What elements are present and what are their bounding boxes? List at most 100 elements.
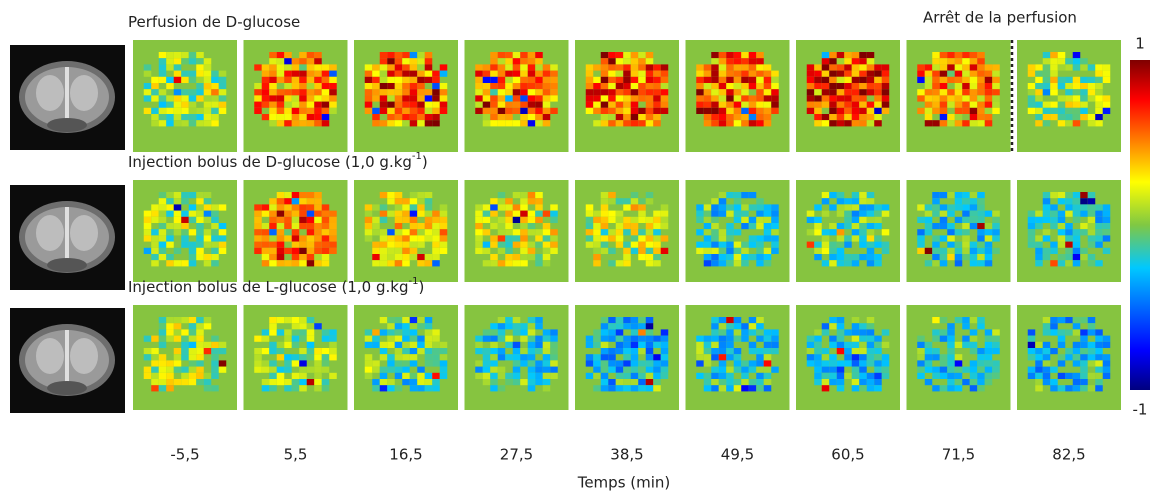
heatmap-cell bbox=[402, 76, 410, 83]
heatmap-cell bbox=[1050, 192, 1058, 199]
heatmap-cell bbox=[364, 83, 373, 90]
heatmap-panel bbox=[796, 180, 900, 282]
heatmap-cell bbox=[1065, 247, 1073, 254]
heatmap-cell bbox=[756, 323, 764, 330]
heatmap-cell bbox=[733, 64, 742, 71]
heatmap-cell bbox=[623, 247, 631, 254]
heatmap-cell bbox=[550, 89, 558, 96]
heatmap-cell bbox=[276, 372, 285, 379]
heatmap-cell bbox=[954, 52, 963, 59]
heatmap-cell bbox=[984, 223, 993, 230]
heatmap-cell bbox=[608, 247, 616, 254]
heatmap-cell bbox=[291, 385, 300, 392]
heatmap-cell bbox=[969, 216, 978, 223]
heatmap-cell bbox=[821, 247, 830, 254]
heatmap-cell bbox=[1095, 107, 1103, 114]
heatmap-cell bbox=[1042, 341, 1051, 348]
heatmap-cell bbox=[1057, 64, 1066, 71]
heatmap-cell bbox=[924, 64, 933, 71]
heatmap-cell bbox=[203, 341, 212, 348]
row-title: Injection bolus de D-glucose (1,0 g.kg-1… bbox=[128, 151, 428, 171]
heatmap-cell bbox=[211, 114, 219, 121]
heatmap-cell bbox=[261, 89, 270, 96]
heatmap-cell bbox=[314, 223, 322, 230]
heatmap-cell bbox=[1102, 235, 1111, 242]
heatmap-cell bbox=[284, 379, 292, 386]
heatmap-cell bbox=[497, 247, 506, 254]
heatmap-cell bbox=[939, 247, 948, 254]
heatmap-cell bbox=[836, 317, 845, 324]
heatmap-cell bbox=[1087, 341, 1096, 348]
heatmap-cell bbox=[756, 114, 764, 121]
heatmap-cell bbox=[1087, 95, 1096, 102]
heatmap-cell bbox=[969, 254, 978, 261]
heatmap-cell bbox=[1072, 58, 1081, 65]
heatmap-cell bbox=[276, 114, 285, 121]
heatmap-cell bbox=[417, 323, 425, 330]
heatmap-cell bbox=[284, 120, 292, 127]
heatmap-cell bbox=[600, 317, 609, 324]
heatmap-cell bbox=[711, 76, 719, 83]
heatmap-cell bbox=[992, 95, 1000, 102]
heatmap-cell bbox=[585, 341, 594, 348]
heatmap-cell bbox=[1065, 317, 1073, 324]
heatmap-cell bbox=[166, 366, 174, 373]
heatmap-cell bbox=[203, 95, 212, 102]
heatmap-cell bbox=[866, 83, 875, 90]
heatmap-cell bbox=[211, 107, 219, 114]
heatmap-panel bbox=[906, 305, 1011, 410]
heatmap-cell bbox=[924, 360, 933, 367]
heatmap-cell bbox=[623, 64, 631, 71]
heatmap-cell bbox=[512, 348, 521, 355]
heatmap-cell bbox=[1102, 76, 1111, 83]
heatmap-cell bbox=[151, 120, 159, 127]
heatmap-cell bbox=[821, 83, 830, 90]
heatmap-cell bbox=[1050, 107, 1058, 114]
heatmap-cell bbox=[196, 247, 204, 254]
heatmap-cell bbox=[379, 83, 388, 90]
heatmap-cell bbox=[977, 254, 985, 261]
heatmap-cell bbox=[954, 107, 963, 114]
heatmap-cell bbox=[490, 95, 498, 102]
heatmap-cell bbox=[969, 101, 978, 108]
heatmap-cell bbox=[181, 192, 189, 199]
heatmap-cell bbox=[196, 192, 204, 199]
heatmap-cell bbox=[439, 366, 448, 373]
heatmap-cell bbox=[409, 223, 418, 230]
heatmap-cell bbox=[269, 52, 277, 59]
row-title-sup: -1 bbox=[408, 276, 418, 287]
heatmap-cell bbox=[196, 241, 204, 248]
heatmap-cell bbox=[696, 64, 704, 71]
heatmap-cell bbox=[917, 89, 925, 96]
heatmap-cell bbox=[505, 58, 513, 65]
heatmap-cell bbox=[364, 216, 373, 223]
heatmap-cell bbox=[756, 335, 764, 342]
row-title-text: Injection bolus de D-glucose (1,0 g.kg bbox=[128, 153, 412, 171]
heatmap-cell bbox=[276, 107, 285, 114]
heatmap-cell bbox=[527, 120, 536, 127]
heatmap-cell bbox=[535, 335, 543, 342]
heatmap-cell bbox=[261, 235, 270, 242]
heatmap-cell bbox=[718, 89, 727, 96]
heatmap-cell bbox=[969, 52, 978, 59]
heatmap-cell bbox=[924, 341, 933, 348]
heatmap-cell bbox=[821, 192, 830, 199]
heatmap-cell bbox=[969, 210, 978, 217]
heatmap-cell bbox=[593, 372, 601, 379]
heatmap-cell bbox=[1050, 348, 1058, 355]
heatmap-cell bbox=[151, 204, 159, 211]
heatmap-cell bbox=[505, 107, 513, 114]
heatmap-cell bbox=[211, 204, 219, 211]
heatmap-cell bbox=[409, 335, 418, 342]
heatmap-cell bbox=[276, 198, 285, 205]
heatmap-cell bbox=[1027, 335, 1036, 342]
heatmap-cell bbox=[924, 89, 933, 96]
heatmap-cell bbox=[748, 341, 757, 348]
heatmap-cell bbox=[269, 247, 277, 254]
heatmap-cell bbox=[291, 329, 300, 336]
heatmap-cell bbox=[490, 107, 498, 114]
heatmap-cell bbox=[992, 235, 1000, 242]
heatmap-cell bbox=[143, 70, 152, 77]
heatmap-cell bbox=[402, 372, 410, 379]
heatmap-cell bbox=[969, 241, 978, 248]
